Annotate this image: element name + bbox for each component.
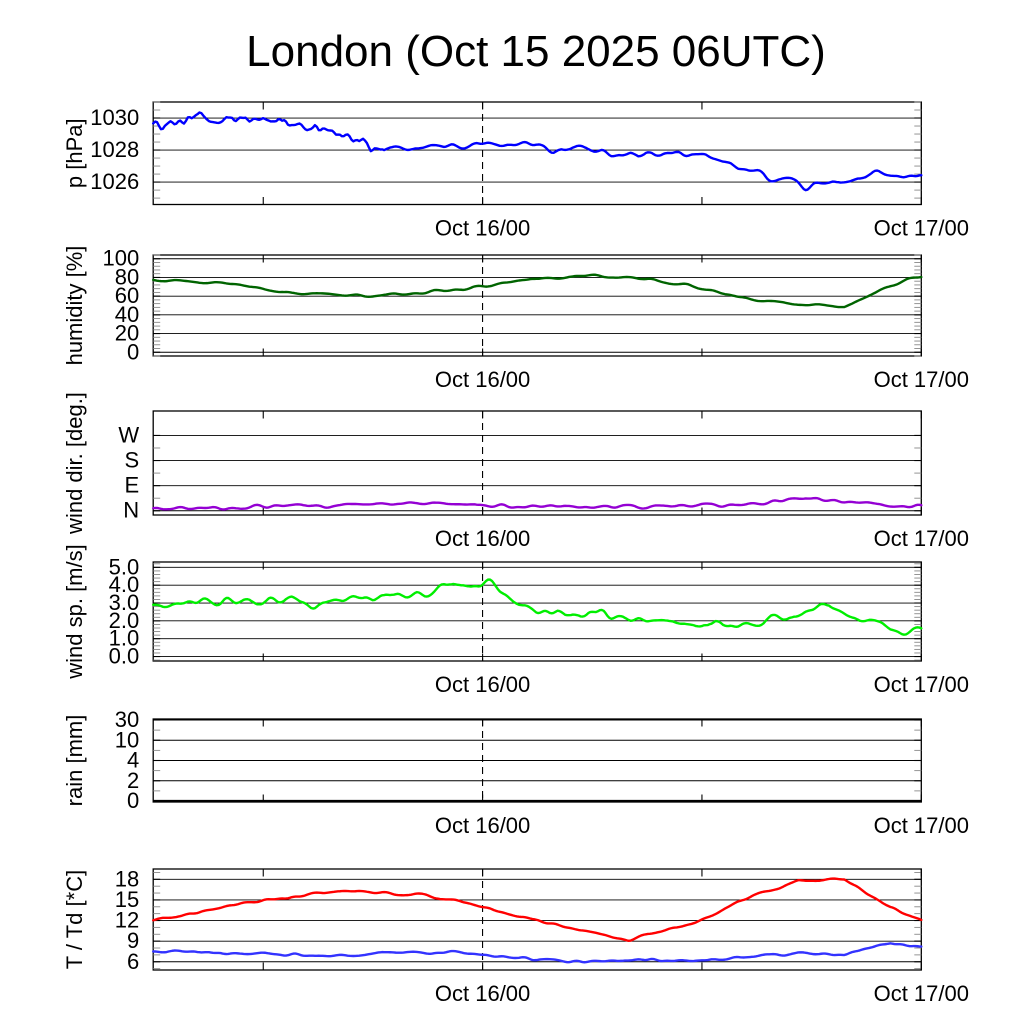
svg-text:0.0: 0.0: [109, 644, 140, 669]
svg-text:Oct 17/00: Oct 17/00: [874, 813, 969, 838]
svg-text:Oct 17/00: Oct 17/00: [874, 526, 969, 551]
svg-text:Oct 16/00: Oct 16/00: [435, 813, 530, 838]
svg-text:p [hPa]: p [hPa]: [62, 118, 87, 188]
svg-text:Oct 17/00: Oct 17/00: [874, 672, 969, 697]
svg-text:rain [mm]: rain [mm]: [62, 715, 87, 807]
svg-text:W: W: [118, 422, 139, 447]
svg-text:1028: 1028: [90, 137, 139, 162]
svg-text:E: E: [125, 473, 140, 498]
svg-text:T / Td [*C]: T / Td [*C]: [62, 870, 87, 969]
svg-text:Oct 16/00: Oct 16/00: [435, 672, 530, 697]
svg-text:Oct 17/00: Oct 17/00: [874, 367, 969, 392]
svg-text:0: 0: [127, 788, 139, 813]
svg-text:1030: 1030: [90, 105, 139, 130]
svg-text:Oct 16/00: Oct 16/00: [435, 216, 530, 241]
svg-text:S: S: [125, 448, 140, 473]
svg-text:1026: 1026: [90, 169, 139, 194]
svg-text:0: 0: [127, 339, 139, 364]
svg-text:wind dir. [deg.]: wind dir. [deg.]: [62, 392, 87, 535]
svg-text:Oct 16/00: Oct 16/00: [435, 981, 530, 1006]
svg-text:wind sp. [m/s]: wind sp. [m/s]: [62, 544, 87, 679]
svg-text:Oct 17/00: Oct 17/00: [874, 981, 969, 1006]
svg-text:Oct 16/00: Oct 16/00: [435, 367, 530, 392]
svg-text:humidity [%]: humidity [%]: [62, 246, 87, 366]
svg-text:N: N: [123, 498, 139, 523]
svg-text:London (Oct 15 2025 06UTC): London (Oct 15 2025 06UTC): [246, 27, 826, 76]
svg-text:6: 6: [127, 949, 139, 974]
svg-text:Oct 16/00: Oct 16/00: [435, 526, 530, 551]
svg-text:Oct 17/00: Oct 17/00: [874, 216, 969, 241]
